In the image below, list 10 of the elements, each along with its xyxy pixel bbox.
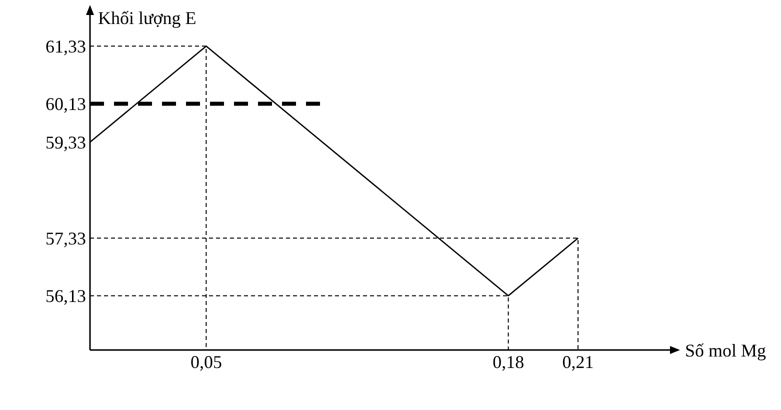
y-tick-label: 59,33 xyxy=(46,132,86,152)
x-axis-title: Số mol Mg xyxy=(685,340,766,360)
x-tick-label: 0,21 xyxy=(562,352,594,372)
x-tick-label: 0,18 xyxy=(492,352,524,372)
y-tick-label: 57,33 xyxy=(46,228,86,248)
y-axis-title: Khối lượng E xyxy=(98,8,196,28)
y-tick-label: 56,13 xyxy=(46,286,86,306)
x-tick-label: 0,05 xyxy=(190,352,222,372)
y-tick-label: 61,33 xyxy=(46,36,86,56)
y-tick-label: 60,13 xyxy=(46,94,86,114)
